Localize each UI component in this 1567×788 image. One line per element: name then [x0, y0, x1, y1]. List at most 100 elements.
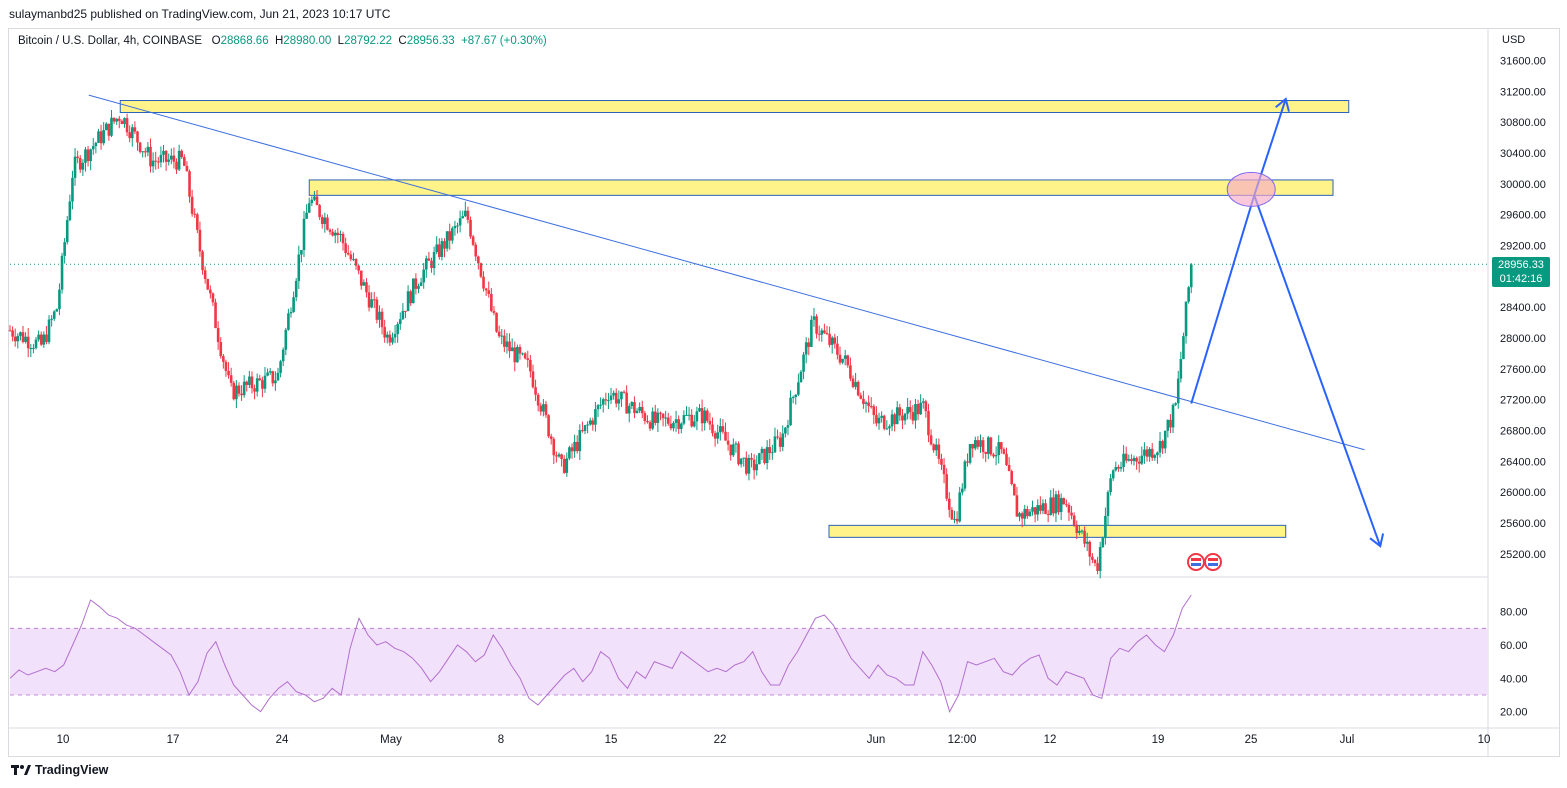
candle-body: [570, 447, 574, 452]
candle-body: [471, 236, 475, 245]
candle-body: [55, 309, 59, 312]
candle-body: [45, 334, 48, 343]
last-price-value: 28956.33: [1498, 259, 1544, 271]
candle-body: [497, 331, 501, 337]
candle-body: [443, 241, 446, 249]
candle-body: [942, 464, 946, 475]
candle-body: [1137, 461, 1141, 464]
candle-body: [362, 282, 366, 286]
candle-body: [973, 440, 977, 449]
candle-body: [401, 310, 405, 320]
candle-body: [651, 411, 654, 429]
tradingview-logo[interactable]: TradingView: [11, 763, 108, 777]
candle-body: [1085, 541, 1089, 544]
candle-body: [617, 399, 621, 404]
price-tick-label: 26800.00: [1500, 426, 1546, 438]
candle-body: [398, 319, 402, 325]
candle-body: [1187, 287, 1190, 302]
candle-body: [102, 130, 105, 144]
candle-body: [274, 380, 277, 384]
event-flags[interactable]: [1187, 553, 1222, 571]
candle-body: [872, 406, 876, 416]
zone-rect: [308, 179, 1334, 196]
candle-body: [1143, 449, 1146, 456]
candle-body: [1153, 455, 1157, 458]
candle-body: [1083, 530, 1086, 544]
candle-body: [13, 336, 17, 342]
candle-body: [1156, 452, 1159, 456]
candle-body: [529, 359, 532, 372]
price-tick-label: 29200.00: [1500, 240, 1546, 252]
projection-up: [1190, 98, 1287, 404]
candle-body: [432, 252, 436, 269]
open-label: O: [211, 35, 221, 47]
candle-body: [984, 452, 988, 454]
candle-body: [227, 370, 230, 376]
candle-body: [1010, 471, 1014, 485]
candle-body: [630, 402, 634, 407]
candle-body: [151, 160, 155, 167]
projection-arrows[interactable]: [1190, 97, 1385, 548]
candle-body: [1057, 494, 1060, 513]
horizontal-zones[interactable]: [119, 100, 1350, 538]
candle-body: [810, 319, 813, 347]
candle-body: [724, 431, 727, 441]
candle-body: [422, 269, 425, 283]
candle-body: [104, 123, 108, 131]
candle-body: [323, 217, 327, 224]
candle-body: [81, 162, 85, 170]
candle-body: [932, 444, 935, 451]
candle-body: [825, 332, 829, 334]
candle-body: [240, 393, 243, 396]
candle-body: [89, 149, 92, 162]
candle-body: [185, 165, 189, 172]
time-tick-label: Jun: [867, 734, 886, 746]
candle-body: [245, 381, 249, 385]
candle-body: [1026, 508, 1029, 517]
rsi-band-fill: [10, 628, 1488, 695]
candle-body: [503, 335, 506, 347]
candle-body: [838, 354, 842, 363]
candle-body: [388, 334, 392, 343]
candle-body: [987, 437, 990, 454]
candle-body: [981, 440, 985, 453]
time-axis[interactable]: 10 17 24 May 8 15 22 Jun 12:00 12 19 25 Jul 10: [57, 734, 1491, 746]
candle-body: [664, 417, 667, 419]
candle-body: [149, 146, 152, 167]
rsi-tick-label: 80.00: [1500, 607, 1528, 619]
time-tick-label: 10: [1478, 734, 1491, 746]
candle-body: [154, 160, 158, 162]
trendline[interactable]: [88, 94, 1365, 451]
rsi-tick-label: 60.00: [1500, 640, 1528, 652]
price-axis[interactable]: 31600.00 31200.00 30800.00 30400.00 30000.00…: [1500, 55, 1546, 560]
candle-body: [797, 382, 800, 395]
candle-body: [830, 337, 834, 345]
candle-body: [854, 381, 857, 387]
candle-body: [734, 443, 738, 445]
candle-body: [784, 427, 787, 434]
time-tick-label: 17: [167, 734, 180, 746]
pivot-highlight: [1226, 171, 1276, 207]
candle-body: [143, 151, 147, 153]
time-tick-label: 19: [1152, 734, 1165, 746]
candle-body: [94, 142, 98, 147]
candle-body: [661, 413, 665, 419]
candle-body: [565, 458, 569, 473]
candle-body: [804, 342, 808, 355]
candle-body: [963, 461, 967, 489]
candle-body: [609, 395, 613, 401]
candle-body: [864, 402, 868, 404]
time-tick-label: Jul: [1340, 734, 1355, 746]
candle-body: [99, 131, 103, 144]
candle-body: [716, 432, 720, 439]
rsi-band: [10, 627, 1488, 696]
candle-body: [669, 423, 673, 429]
candle-body: [37, 334, 40, 340]
candle-body: [1119, 467, 1123, 469]
candle-body: [653, 411, 657, 423]
candle-body: [914, 403, 917, 421]
candle-body: [357, 265, 360, 271]
candle-body: [1015, 495, 1019, 517]
candle-body: [911, 412, 915, 421]
